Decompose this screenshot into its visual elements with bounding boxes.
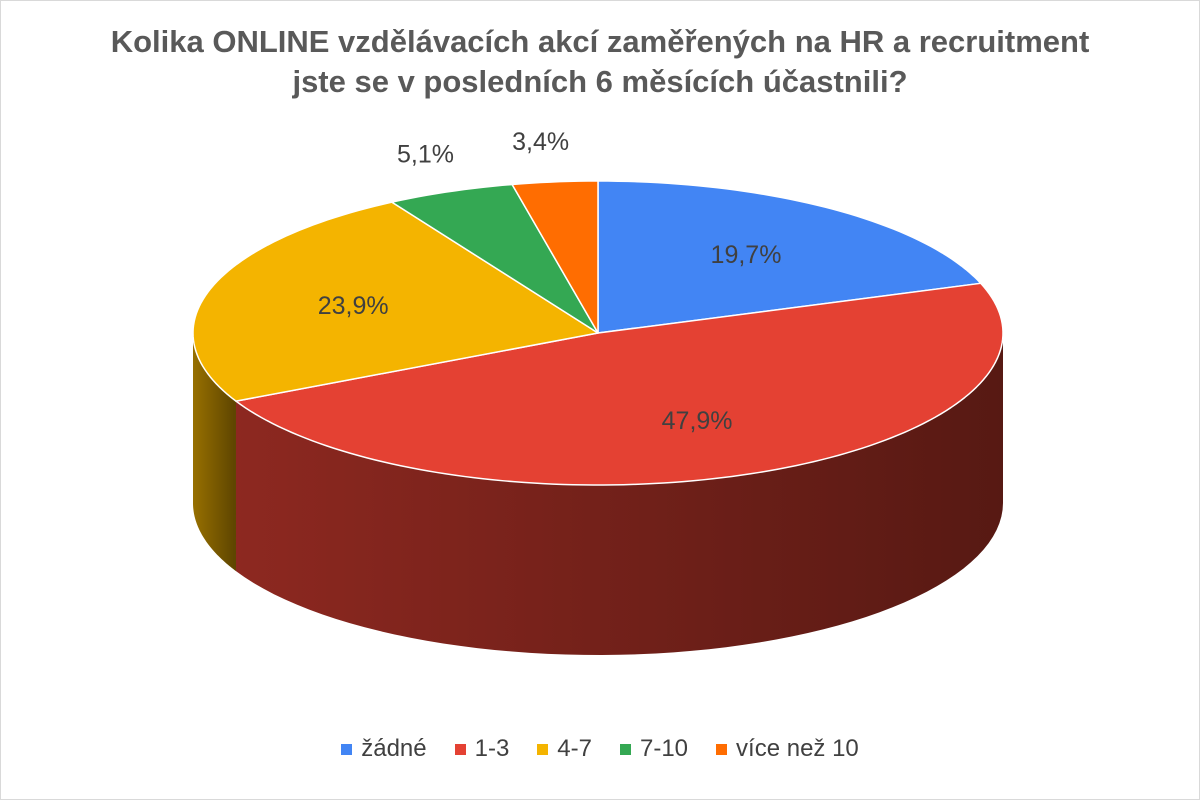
data-label-3: 5,1% [397, 140, 454, 168]
legend-label-1: 1-3 [474, 735, 510, 762]
data-label-2: 23,9% [318, 292, 389, 320]
chart-legend: žádné 1-3 4-7 7-10 více než 10 [0, 735, 1200, 763]
data-label-4: 3,4% [512, 128, 569, 156]
pie-side-1 [235, 333, 1004, 655]
pie-slice-4 [511, 180, 599, 334]
pie-slice-1 [235, 282, 1004, 486]
chart-title: Kolika ONLINE vzdělávacích akcí zaměřený… [0, 22, 1200, 102]
data-label-1: 47,9% [662, 407, 733, 435]
legend-swatch-3 [619, 743, 631, 755]
legend-swatch-0 [341, 743, 353, 755]
legend-item-0: žádné [341, 735, 427, 763]
legend-label-0: žádné [361, 735, 427, 762]
legend-label-4: více než 10 [736, 735, 859, 762]
legend-swatch-2 [537, 743, 549, 755]
legend-swatch-1 [454, 743, 466, 755]
legend-label-3: 7-10 [639, 735, 689, 762]
legend-label-2: 4-7 [557, 735, 592, 762]
chart-title-line-2: jste se v posledních 6 měsících účastnil… [292, 64, 908, 99]
legend-item-2: 4-7 [537, 735, 592, 763]
legend-item-3: 7-10 [619, 735, 689, 763]
pie-slice-2 [192, 201, 599, 402]
legend-item-1: 1-3 [454, 735, 510, 763]
pie-slice-3 [391, 183, 599, 334]
data-label-0: 19,7% [711, 241, 782, 269]
pie-labels: 19,7% 47,9% 23,9% 5,1% 3,4% [318, 128, 782, 435]
legend-item-4: více než 10 [716, 735, 859, 763]
legend-swatch-4 [716, 743, 728, 755]
chart-title-line-1: Kolika ONLINE vzdělávacích akcí zaměřený… [110, 24, 1090, 59]
pie-tops [192, 180, 1004, 486]
